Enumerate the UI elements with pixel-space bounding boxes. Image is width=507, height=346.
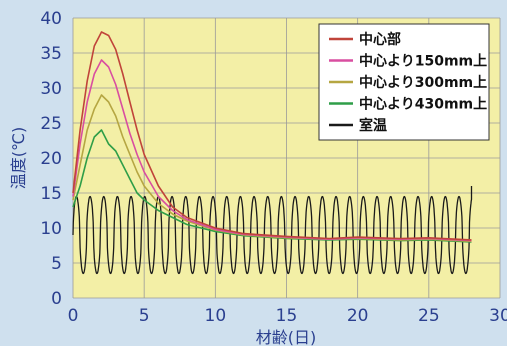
y-tick-label: 30 <box>40 79 62 99</box>
y-tick-label: 20 <box>40 149 62 169</box>
y-tick-label: 15 <box>40 184 62 204</box>
legend-label-2: 中心より300mm上 <box>359 74 487 91</box>
y-tick-label: 5 <box>51 254 62 274</box>
y-tick-label: 10 <box>40 219 62 239</box>
y-axis-ticks: 0 5 10 15 20 25 30 35 40 <box>40 9 62 309</box>
legend-label-0: 中心部 <box>359 31 401 48</box>
x-tick-label: 10 <box>205 306 227 326</box>
x-tick-label: 15 <box>276 306 298 326</box>
series-line-4 <box>72 186 473 275</box>
x-axis-ticks: 0 5 10 15 20 25 30 <box>68 306 507 326</box>
series-line-0 <box>72 31 472 241</box>
legend-label-4: 室温 <box>359 117 387 134</box>
y-tick-label: 0 <box>51 289 62 309</box>
y-tick-label: 25 <box>40 114 62 134</box>
x-tick-label: 5 <box>139 306 150 326</box>
x-tick-label: 0 <box>68 306 79 326</box>
series-layer <box>72 31 473 275</box>
y-axis-title: 温度(℃) <box>9 127 28 189</box>
x-tick-label: 20 <box>347 306 369 326</box>
y-tick-label: 40 <box>40 9 62 29</box>
y-tick-label: 35 <box>40 44 62 64</box>
legend-label-1: 中心より150mm上 <box>359 53 487 70</box>
legend-label-3: 中心より430mm上 <box>359 96 487 113</box>
x-tick-label: 25 <box>418 306 440 326</box>
x-tick-label: 30 <box>489 306 507 326</box>
x-axis-title: 材齢(日) <box>256 328 317 346</box>
